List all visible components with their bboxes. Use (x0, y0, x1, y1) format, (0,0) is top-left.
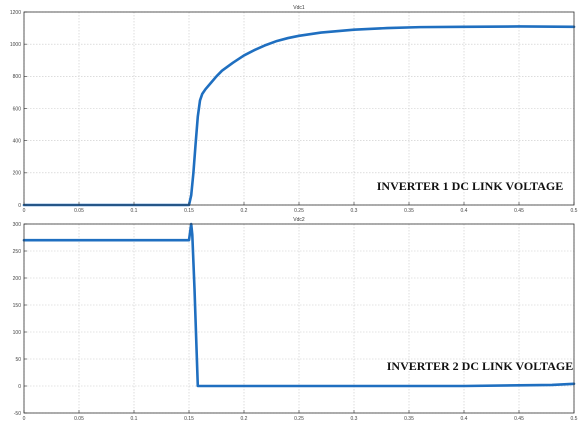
y-tick-label: 800 (13, 74, 22, 80)
x-tick-label: 0.2 (241, 416, 248, 422)
x-tick-label: 0.25 (294, 208, 304, 214)
x-tick-label: 0.1 (131, 208, 138, 214)
plot-title: Vdc1 (293, 5, 305, 11)
x-tick-label: 0.35 (404, 416, 414, 422)
x-tick-label: 0.25 (294, 416, 304, 422)
x-tick-label: 0 (23, 208, 26, 214)
x-tick-label: 0.45 (514, 208, 524, 214)
x-tick-label: 0.5 (571, 416, 578, 422)
x-tick-label: 0.45 (514, 416, 524, 422)
y-tick-label: 1200 (10, 10, 21, 16)
y-tick-label: 400 (13, 138, 22, 144)
y-tick-label: 150 (13, 303, 22, 309)
x-tick-label: 0.3 (351, 416, 358, 422)
y-tick-label: 100 (13, 330, 22, 336)
x-tick-label: 0.1 (131, 416, 138, 422)
plot-title: Vdc2 (293, 217, 305, 223)
y-tick-label: 0 (18, 384, 21, 390)
series-line-1 (22, 222, 576, 388)
y-tick-label: -50 (14, 411, 21, 417)
y-tick-label: 200 (13, 276, 22, 282)
y-tick-label: 200 (13, 171, 22, 177)
y-tick-label: 300 (13, 222, 22, 228)
x-tick-label: 0.15 (184, 416, 194, 422)
x-tick-label: 0 (23, 416, 26, 422)
x-tick-label: 0.2 (241, 208, 248, 214)
x-tick-label: 0.4 (461, 208, 468, 214)
x-tick-label: 0.4 (461, 416, 468, 422)
y-tick-label: 600 (13, 106, 22, 112)
x-tick-label: 0.3 (351, 208, 358, 214)
y-tick-label: 1000 (10, 42, 21, 48)
chart-annotation: INVERTER 1 DC LINK VOLTAGE (377, 179, 564, 193)
x-tick-label: 0.05 (74, 208, 84, 214)
y-tick-label: 0 (18, 203, 21, 209)
x-tick-label: 0.15 (184, 208, 194, 214)
x-tick-label: 0.35 (404, 208, 414, 214)
x-tick-label: 0.5 (571, 208, 578, 214)
series-line-1 (22, 25, 576, 207)
x-tick-label: 0.05 (74, 416, 84, 422)
y-tick-label: 50 (15, 357, 21, 363)
chart-annotation: INVERTER 2 DC LINK VOLTAGE (387, 359, 574, 373)
plot-panel-1: 0 0.05 0.1 0.15 0.2 0.25 0.3 0.35 0.4 0.45 0.5 0 200… (10, 5, 578, 214)
y-tick-label: 250 (13, 249, 22, 255)
plot-panel-2: 0 0.05 0.1 0.15 0.2 0.25 0.3 0.35 0.4 0.45 0.5-500… (13, 217, 578, 422)
